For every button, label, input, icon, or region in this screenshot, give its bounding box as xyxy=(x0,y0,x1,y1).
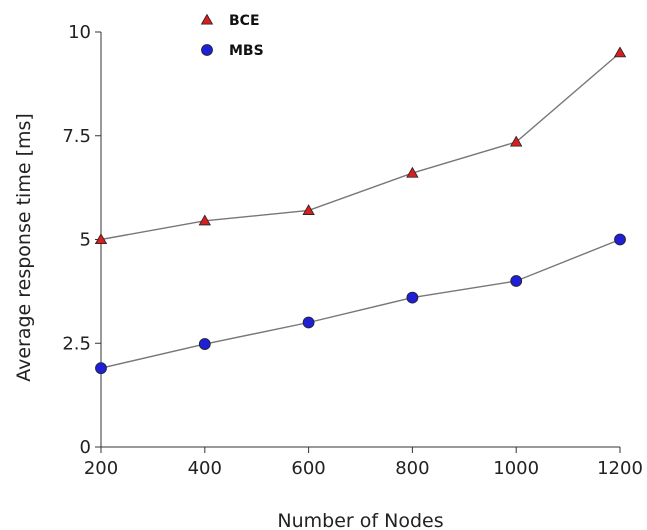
data-point-bce xyxy=(94,233,108,245)
axes xyxy=(100,32,620,448)
y-ticks: 0 2.5 5 7.5 10 xyxy=(62,22,101,458)
x-tick-label: 400 xyxy=(188,458,222,479)
data-point-bce xyxy=(510,135,523,147)
y-tick-label: 10 xyxy=(68,22,91,43)
y-tick-label: 0 xyxy=(80,437,91,458)
x-tick-label: 200 xyxy=(84,458,118,479)
legend-marker-mbs xyxy=(201,44,213,56)
y-tick-label: 5 xyxy=(80,230,91,251)
legend: BCE MBS xyxy=(200,13,264,59)
series-line-mbs xyxy=(100,238,621,369)
data-point-bce xyxy=(198,214,211,226)
x-tick-label: 600 xyxy=(291,458,325,479)
y-axis-title: Average response time [ms] xyxy=(13,113,35,382)
x-ticks: 200 400 600 800 1000 1200 xyxy=(84,447,643,479)
data-point-bce xyxy=(302,204,315,215)
data-point-mbs xyxy=(406,291,419,304)
data-point-mbs xyxy=(510,275,523,287)
x-tick-label: 800 xyxy=(395,458,429,479)
x-tick-label: 1000 xyxy=(493,458,539,479)
data-point-mbs xyxy=(302,316,315,329)
x-axis-title: Number of Nodes xyxy=(277,510,443,530)
legend-marker-bce xyxy=(200,13,214,25)
series-bce xyxy=(94,46,627,245)
series-mbs xyxy=(95,233,626,375)
data-point-mbs xyxy=(614,233,626,246)
series-line-bce xyxy=(100,52,621,241)
y-tick-label: 7.5 xyxy=(62,126,91,147)
data-point-mbs xyxy=(198,338,211,350)
y-tick-label: 2.5 xyxy=(62,333,91,354)
data-point-bce xyxy=(613,46,627,58)
legend-label-bce: BCE xyxy=(229,13,260,29)
data-point-bce xyxy=(406,166,419,178)
series-layer xyxy=(94,46,627,375)
x-tick-label: 1200 xyxy=(597,458,643,479)
legend-label-mbs: MBS xyxy=(229,43,264,59)
data-point-mbs xyxy=(95,362,107,375)
